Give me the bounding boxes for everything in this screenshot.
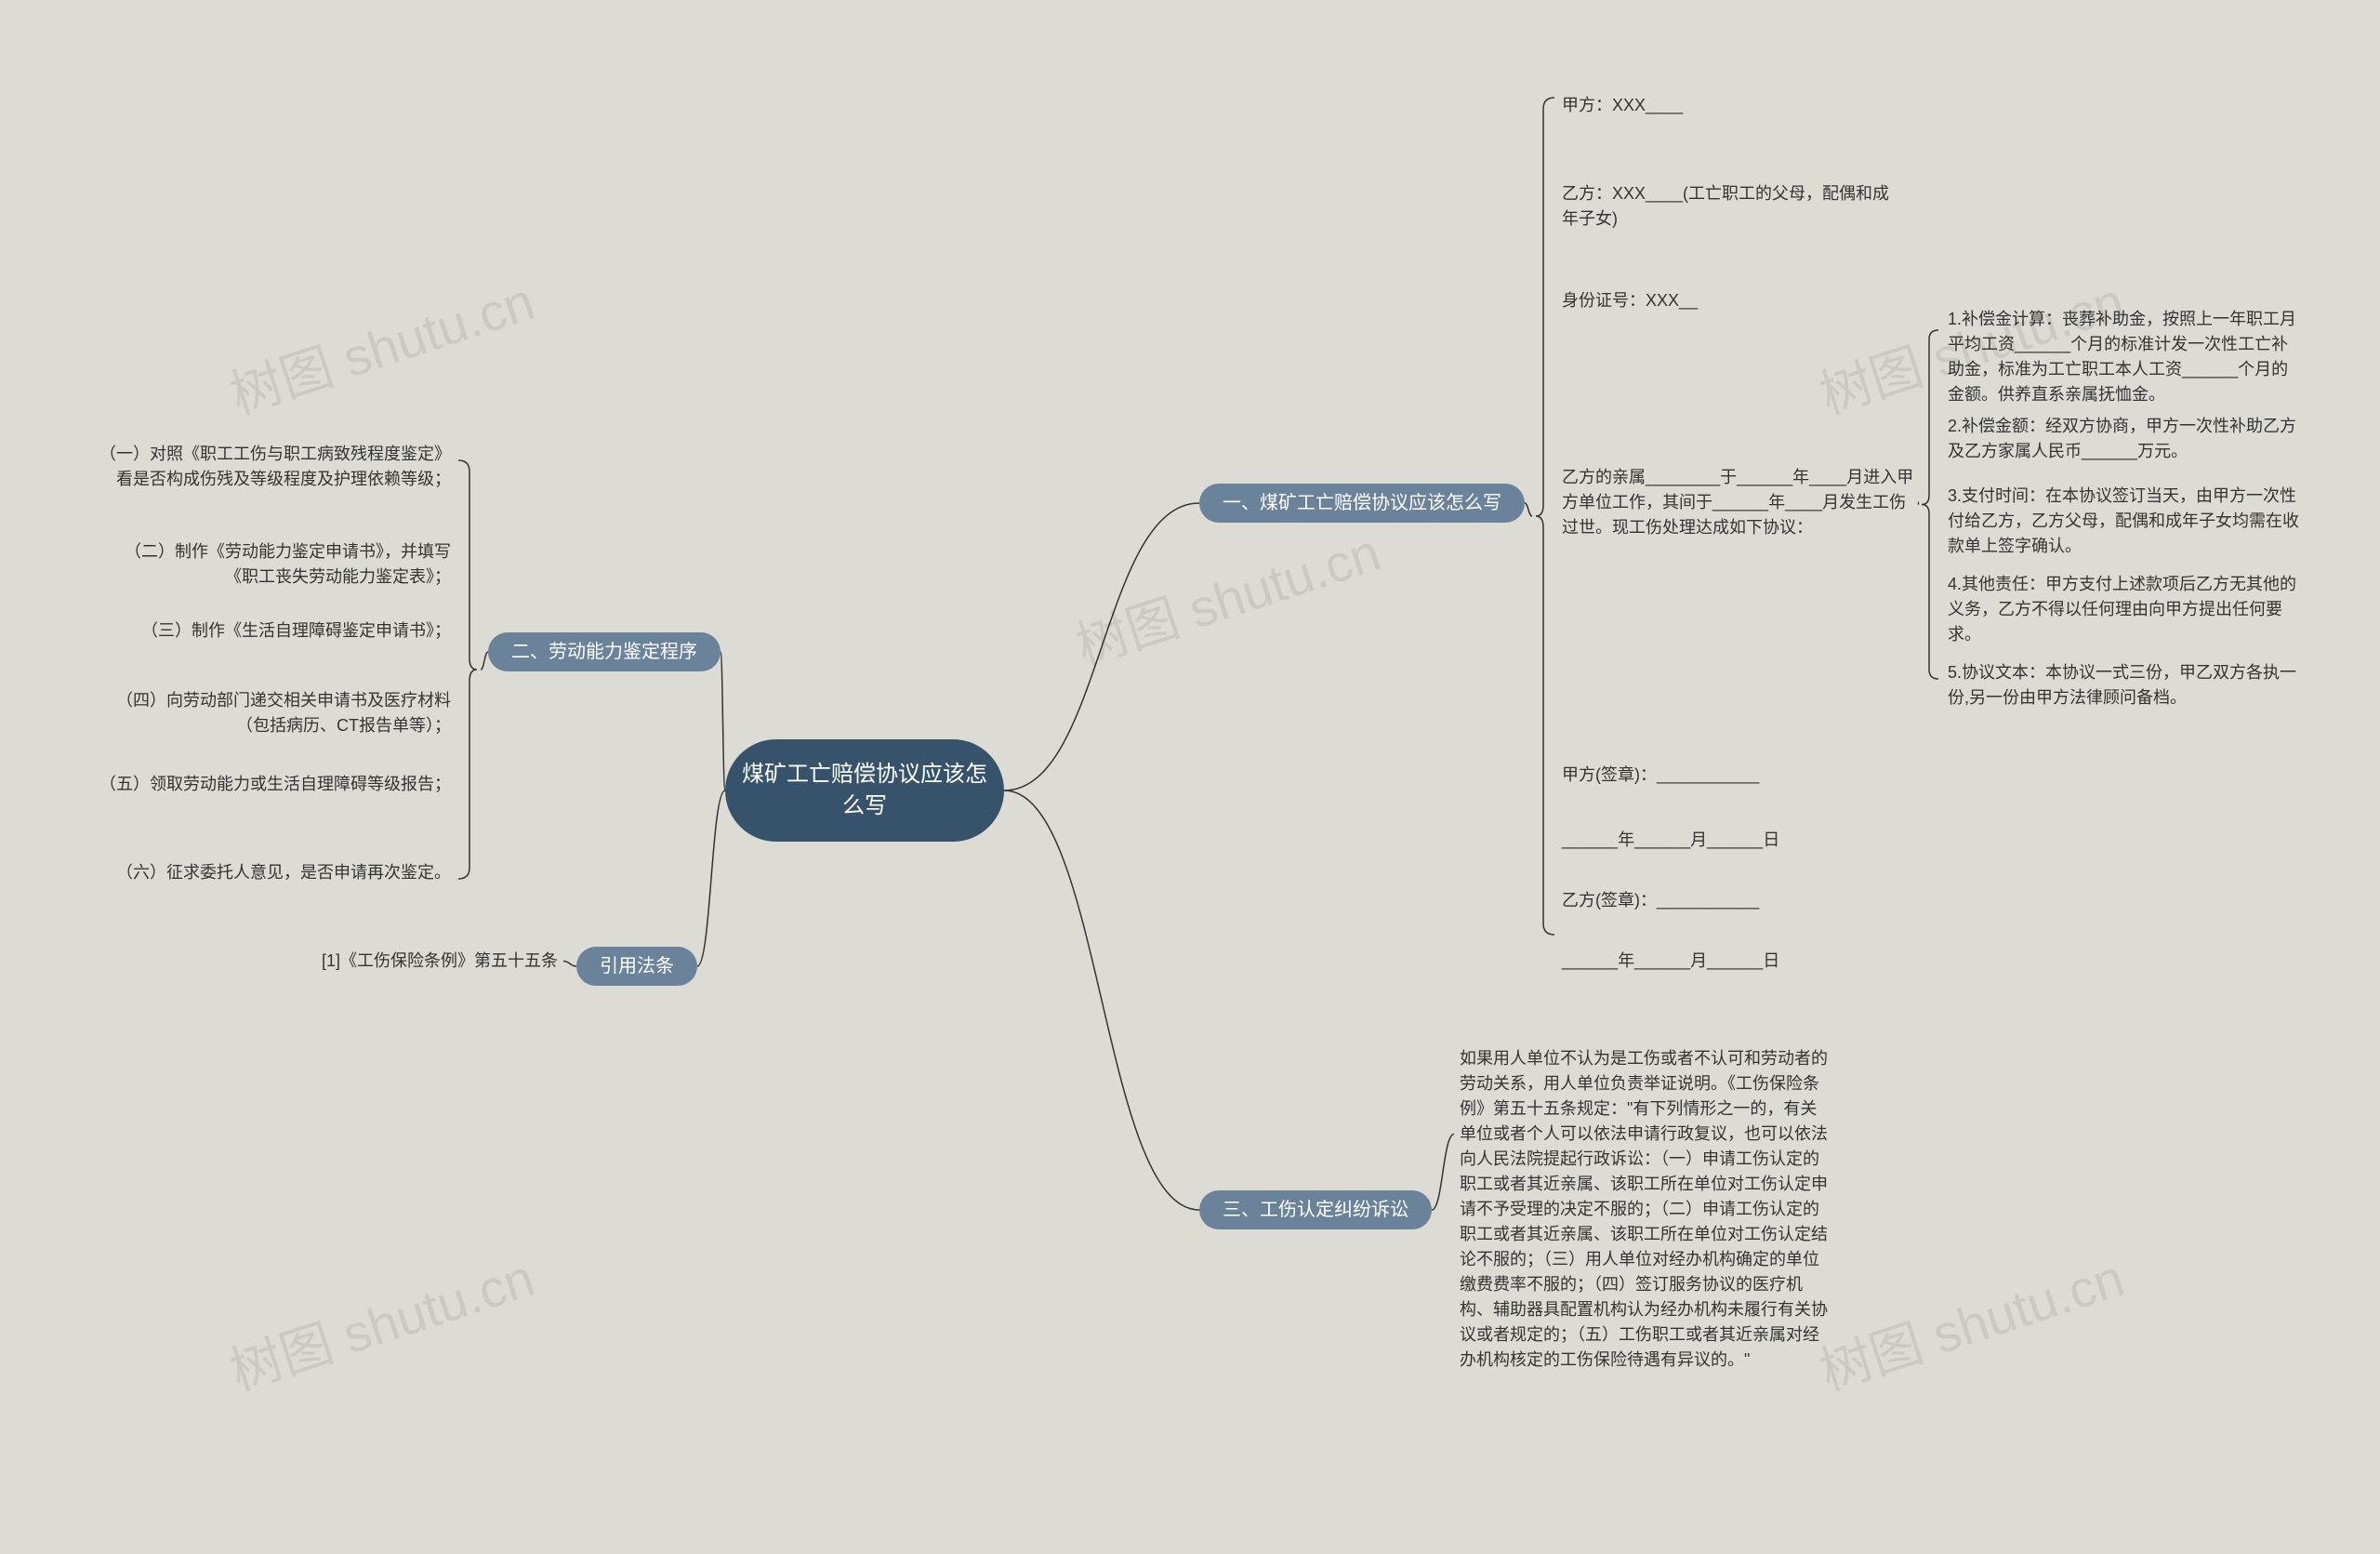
watermark: 树图 shutu.cn	[1809, 1237, 2133, 1406]
watermark-layer: 树图 shutu.cn 树图 shutu.cn 树图 shutu.cn 树图 shut…	[0, 0, 2380, 1554]
watermark: 树图 shutu.cn	[219, 1237, 543, 1406]
watermark: 树图 shutu.cn	[219, 260, 543, 430]
watermark: 树图 shutu.cn	[1065, 511, 1389, 681]
watermark: 树图 shutu.cn	[1809, 260, 2133, 430]
